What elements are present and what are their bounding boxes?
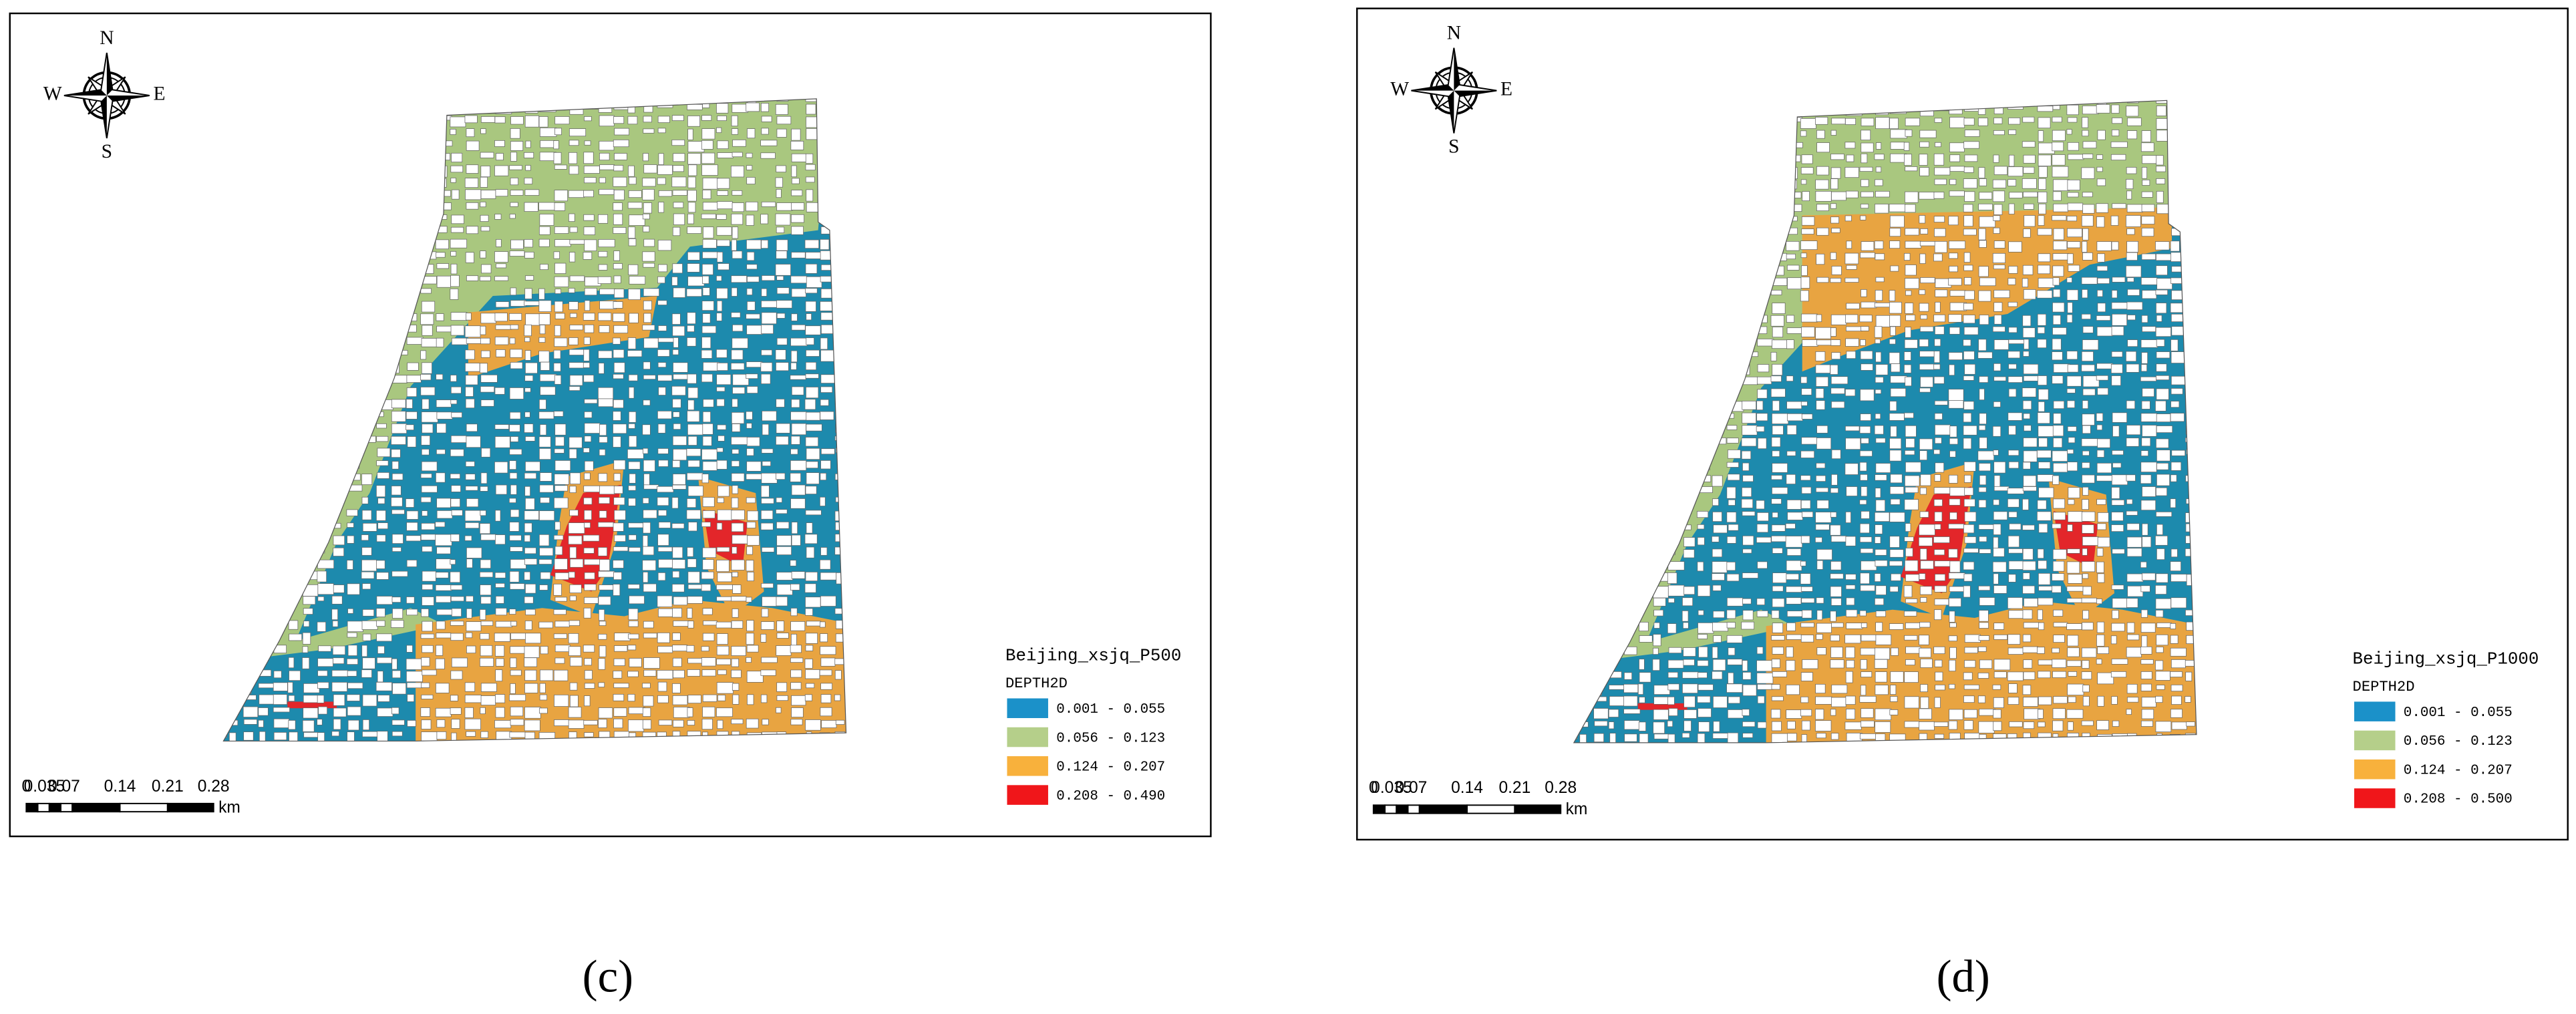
legend: Beijing_xsjq_P1000 DEPTH2D 0.001 - 0.055 0.… [2353, 649, 2539, 808]
compass-e: E [154, 83, 166, 105]
compass-e: E [1500, 78, 1512, 100]
map [223, 98, 846, 741]
legend-swatch [1007, 727, 1048, 747]
legend-label: 0.208 - 0.500 [2404, 792, 2513, 808]
compass-n: N [1447, 23, 1461, 44]
map-panel: N S E W Beijing_xsjq_P1000 DEPTH2D 0.001 - 0.0… [1356, 7, 2569, 1001]
legend-label: 0.001 - 0.055 [1056, 702, 1165, 717]
legend-title: Beijing_xsjq_P1000 [2353, 649, 2539, 669]
legend-swatch [2354, 759, 2396, 780]
legend-field: DEPTH2D [1005, 675, 1068, 692]
legend-title: Beijing_xsjq_P500 [1005, 646, 1181, 665]
panel-frame [9, 12, 1212, 838]
legend-swatch [1007, 756, 1048, 776]
legend-swatch [2354, 730, 2396, 751]
compass: N S E W [1390, 23, 1512, 158]
scale-label: 0.28 [1545, 779, 1577, 797]
map-outline [1573, 100, 2197, 743]
zone-red [1637, 703, 1687, 710]
legend-swatch [2354, 788, 2396, 808]
scale-label: 0 [1369, 779, 1378, 797]
legend-label: 0.001 - 0.055 [2404, 705, 2513, 721]
legend-swatch [2354, 701, 2396, 721]
scale-unit: km [1566, 800, 1588, 818]
scale-label: 0.035 [24, 778, 65, 796]
compass-s: S [102, 141, 112, 162]
scale-label: 0.07 [1396, 779, 1428, 797]
map [1573, 100, 2197, 743]
map-outline [222, 98, 847, 742]
legend-swatch [1007, 785, 1048, 805]
zone-red [287, 701, 337, 709]
scale-unit: km [218, 799, 240, 817]
legend: Beijing_xsjq_P500 DEPTH2D 0.001 - 0.055 0.0… [1005, 646, 1181, 805]
legend-label: 0.056 - 0.123 [2404, 734, 2513, 749]
compass-n: N [100, 27, 114, 49]
legend-label: 0.124 - 0.207 [1056, 760, 1165, 776]
scale-label: 0.035 [1371, 779, 1412, 797]
scale-label: 0.28 [198, 778, 230, 796]
scale-label: 0.07 [48, 778, 80, 796]
panel-caption: (d) [1937, 951, 1990, 1001]
compass-w: W [1390, 78, 1409, 100]
scale-label: 0.14 [104, 778, 136, 796]
scale-label: 0.14 [1451, 779, 1483, 797]
compass: N S E W [43, 27, 166, 162]
legend-label: 0.208 - 0.490 [1056, 789, 1165, 804]
legend-label: 0.056 - 0.123 [1056, 731, 1165, 746]
scale-label: 0.21 [1498, 779, 1531, 797]
scale-label: 0.21 [152, 778, 184, 796]
legend-swatch [1007, 698, 1048, 719]
compass-w: W [43, 83, 62, 105]
panel-frame [1356, 7, 2569, 841]
panel-caption: (c) [583, 951, 633, 1001]
map-panel: N S E W Beijing_xsjq_P500 DEPTH2D 0.001 - 0.05… [9, 12, 1212, 1001]
legend-field: DEPTH2D [2353, 679, 2415, 695]
scale-label: 0 [22, 778, 31, 796]
legend-label: 0.124 - 0.207 [2404, 763, 2513, 778]
compass-s: S [1448, 136, 1459, 157]
